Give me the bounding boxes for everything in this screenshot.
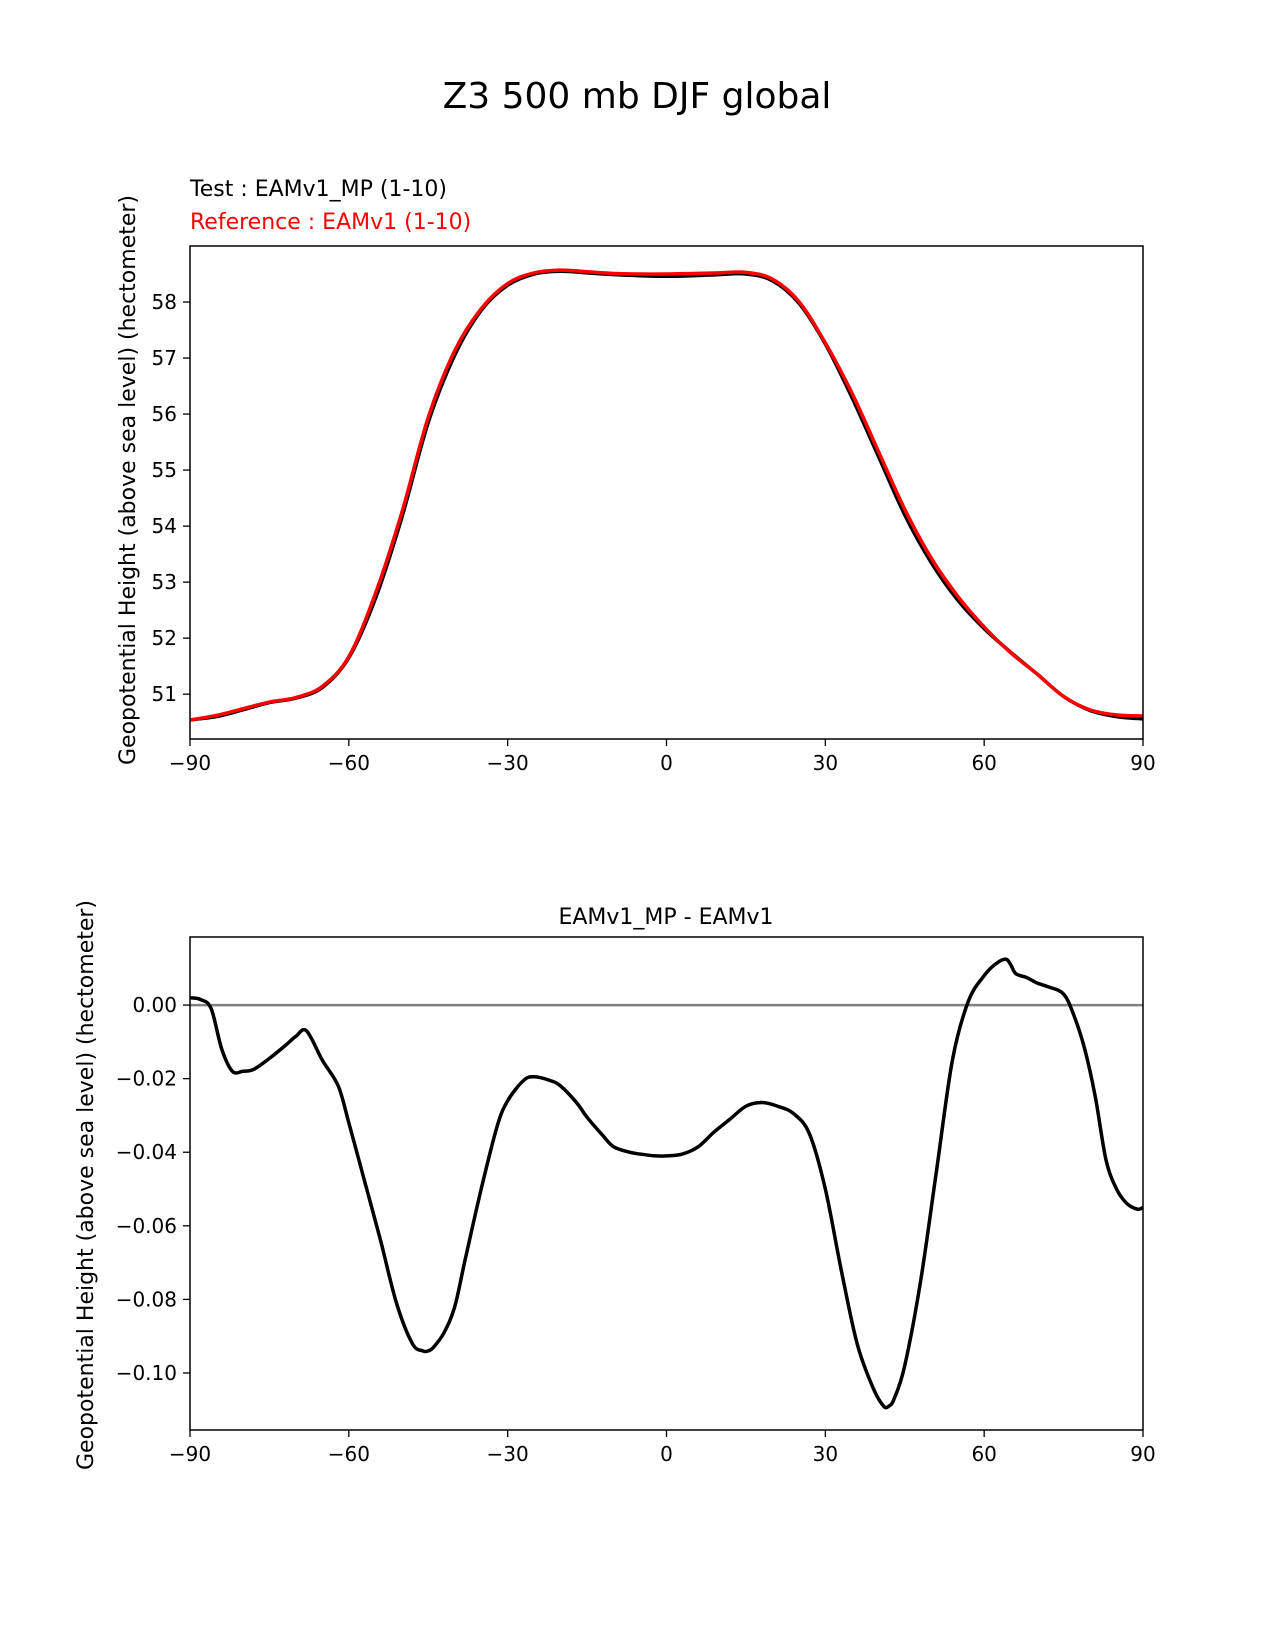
figure-title: Z3 500 mb DJF global: [443, 76, 832, 117]
top-xtick-label: 60: [971, 751, 996, 775]
top-xtick-label: 0: [660, 751, 673, 775]
bottom-xtick-label: 60: [971, 1442, 996, 1466]
top-xtick-label: 30: [813, 751, 838, 775]
top-ylabel: Geopotential Height (above sea level) (h…: [116, 195, 141, 765]
bottom-xtick-label: 30: [813, 1442, 838, 1466]
bottom-title: EAMv1_MP - EAMv1: [558, 905, 773, 930]
top-series-line-1: [190, 268, 1143, 722]
bottom-ytick-label: −0.02: [116, 1067, 177, 1091]
bottom-plot-frame: [189, 936, 1144, 1431]
bottom-ylabel: Geopotential Height (above sea level) (h…: [74, 900, 99, 1470]
bottom-ytick-label: −0.08: [116, 1287, 177, 1311]
bottom-series-line-0: [190, 957, 1143, 1410]
top-series-line-0: [190, 269, 1143, 722]
bottom-xtick-label: −90: [169, 1442, 211, 1466]
bottom-series-lines: [190, 957, 1143, 1410]
bottom-xtick-label: −30: [487, 1442, 529, 1466]
bottom-xtick-label: 0: [660, 1442, 673, 1466]
top-xtick-label: 90: [1130, 751, 1155, 775]
top-ytick-label: 57: [152, 346, 177, 370]
bottom-ticks: −90 −60 −30 0 30 60 90 0.00 −0.02 −0.04 −0.06 −0.08…: [116, 993, 1156, 1466]
top-xtick-label: −90: [169, 751, 211, 775]
bottom-ytick-label: −0.06: [116, 1214, 177, 1238]
top-xtick-label: −30: [487, 751, 529, 775]
test-label: Test : EAMv1_MP (1-10): [189, 177, 447, 202]
top-plot-frame: [189, 245, 1144, 740]
top-ytick-label: 51: [152, 682, 177, 706]
top-ytick-label: 56: [152, 402, 177, 426]
bottom-ytick-label: 0.00: [132, 993, 177, 1017]
top-ytick-label: 55: [152, 458, 177, 482]
top-panel: Test : EAMv1_MP (1-10) Reference : EAMv1…: [116, 177, 1156, 775]
top-ytick-label: 52: [152, 626, 177, 650]
bottom-ytick-label: −0.04: [116, 1140, 177, 1164]
top-ticks: −90 −60 −30 0 30 60 90 51 52 53 54 55 56 57 58: [152, 290, 1156, 775]
bottom-panel: EAMv1_MP - EAMv1 Geopotential Height (ab…: [74, 900, 1156, 1470]
top-series-lines: [190, 268, 1143, 722]
top-ytick-label: 54: [152, 514, 177, 538]
top-ytick-label: 53: [152, 570, 177, 594]
top-xtick-label: −60: [328, 751, 370, 775]
bottom-ytick-label: −0.10: [116, 1361, 177, 1385]
bottom-xtick-label: −60: [328, 1442, 370, 1466]
bottom-xtick-label: 90: [1130, 1442, 1155, 1466]
top-ytick-label: 58: [152, 290, 177, 314]
reference-label: Reference : EAMv1 (1-10): [190, 210, 471, 235]
